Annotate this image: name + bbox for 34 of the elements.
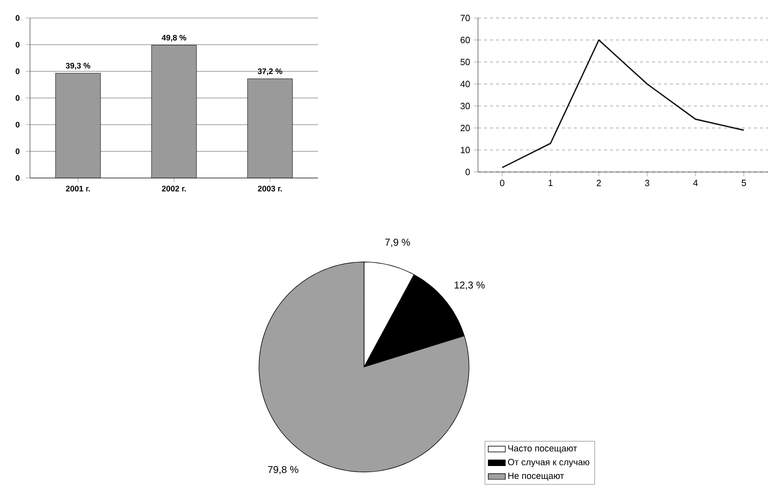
data-label: 12,3 % — [454, 282, 485, 290]
text: 0 — [16, 175, 20, 181]
y-tick-label: 70 — [460, 14, 470, 22]
y-tick-label: 20 — [460, 124, 470, 132]
text: 0 — [16, 95, 20, 101]
data-label: 39,3 % — [66, 62, 90, 70]
x-tick-label: 2002 г. — [162, 186, 186, 192]
data-label: 7,9 % — [385, 238, 410, 247]
y-tick-label: 40 — [460, 80, 470, 88]
text: 0 — [16, 148, 20, 154]
text: 0 — [16, 122, 20, 128]
y-tick-label: 60 — [460, 36, 470, 44]
text: 0 — [16, 15, 20, 21]
y-tick-label: 50 — [460, 58, 470, 66]
x-tick-label: 0 — [500, 180, 504, 186]
x-tick-label: 4 — [693, 180, 698, 186]
x-tick-label: 1 — [548, 180, 553, 186]
y-tick-label: 0 — [466, 168, 470, 176]
x-tick-label: 5 — [742, 180, 746, 186]
x-tick-label: 3 — [645, 180, 650, 186]
text: 0 — [16, 68, 20, 74]
x-tick-label: 2001 г. — [66, 186, 90, 192]
legend-label: Не посещают — [508, 472, 564, 481]
data-label: 49,8 % — [162, 34, 186, 42]
data-label: 79,8 % — [268, 466, 298, 474]
x-tick-label: 2003 г. — [258, 186, 282, 192]
data-label: 37,2 % — [258, 68, 282, 76]
text: 0 — [16, 42, 20, 48]
y-tick-label: 30 — [460, 102, 470, 110]
legend-label: От случая к случаю — [508, 458, 590, 468]
x-tick-label: 2 — [596, 180, 601, 186]
y-tick-label: 10 — [460, 146, 470, 154]
line-series — [502, 39, 744, 168]
legend-label: Часто посещают — [508, 445, 577, 454]
